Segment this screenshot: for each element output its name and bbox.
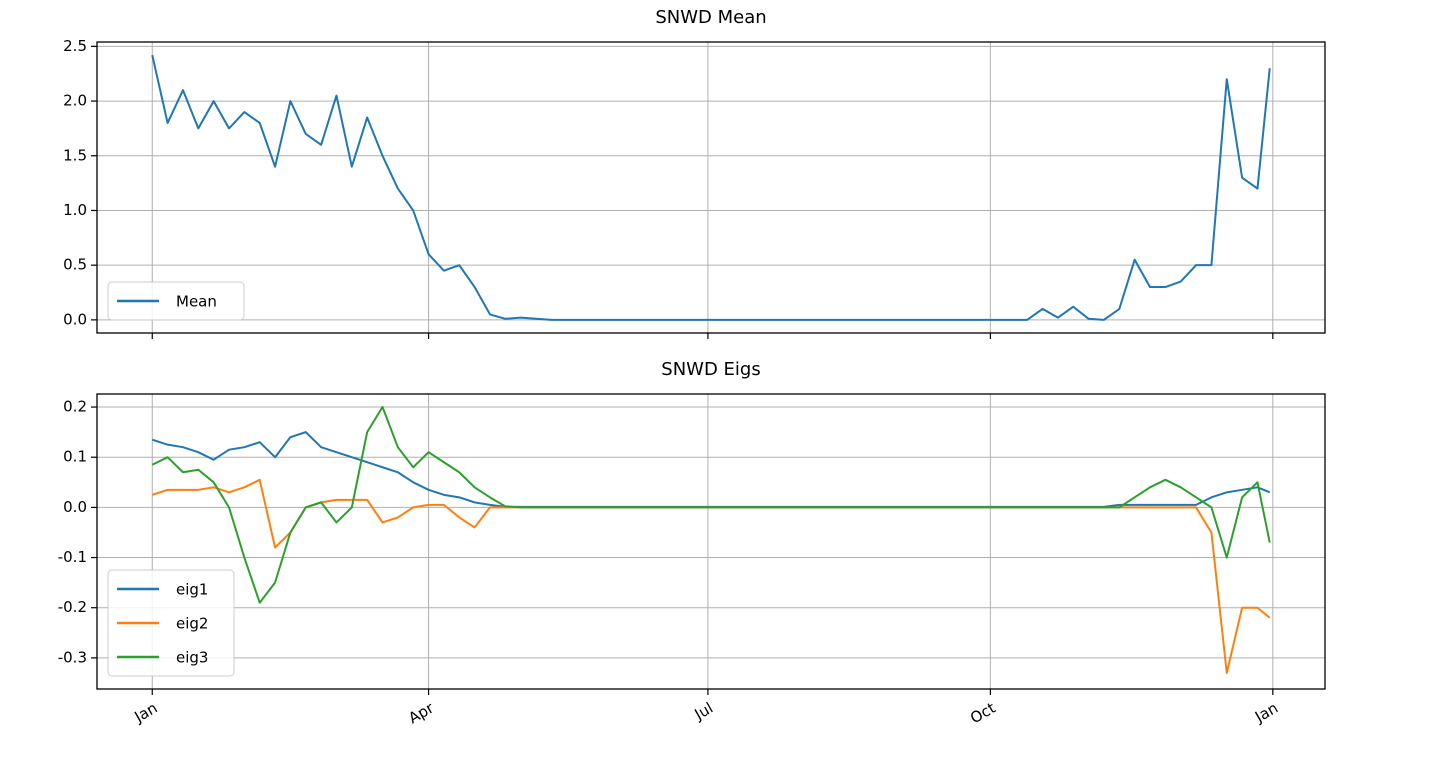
y-tick-label: 0.5 [63, 256, 87, 274]
x-tick-label: Apr [405, 698, 437, 727]
y-tick-label: 0.0 [63, 498, 87, 516]
x-tick-label: Jul [691, 699, 717, 724]
axes-frame [96, 41, 1326, 334]
plot-area [97, 42, 1325, 333]
chart-title: SNWD Eigs [661, 359, 760, 380]
y-tick-label: 2.0 [63, 92, 87, 110]
legend: Mean [107, 281, 245, 321]
x-tick-label: Oct [967, 699, 999, 728]
legend-label: Mean [176, 293, 217, 311]
plot-area [97, 394, 1325, 689]
y-tick-label: -0.3 [58, 648, 87, 666]
legend-label: eig2 [176, 615, 208, 633]
y-tick-label: 1.5 [63, 146, 87, 164]
legend-label: eig1 [176, 581, 208, 599]
axes-frame [96, 393, 1326, 690]
y-tick-label: 0.0 [63, 310, 87, 328]
legend-box [107, 281, 245, 321]
x-tick-label: Jan [131, 699, 161, 727]
x-tick-label: Jan [1251, 699, 1281, 727]
data-line [151, 406, 1271, 604]
legend: eig1 eig2 eig3 [107, 569, 235, 677]
y-tick-label: 0.1 [63, 448, 87, 466]
y-tick-label: -0.1 [58, 548, 87, 566]
legend-label: eig3 [176, 649, 208, 667]
legend-box [107, 569, 235, 677]
y-tick-label: 2.5 [63, 37, 87, 55]
chart-title: SNWD Mean [655, 7, 766, 28]
data-line [151, 54, 1271, 321]
y-tick-label: 0.2 [63, 398, 87, 416]
y-tick-label: 1.0 [63, 201, 87, 219]
y-tick-label: -0.2 [58, 598, 87, 616]
